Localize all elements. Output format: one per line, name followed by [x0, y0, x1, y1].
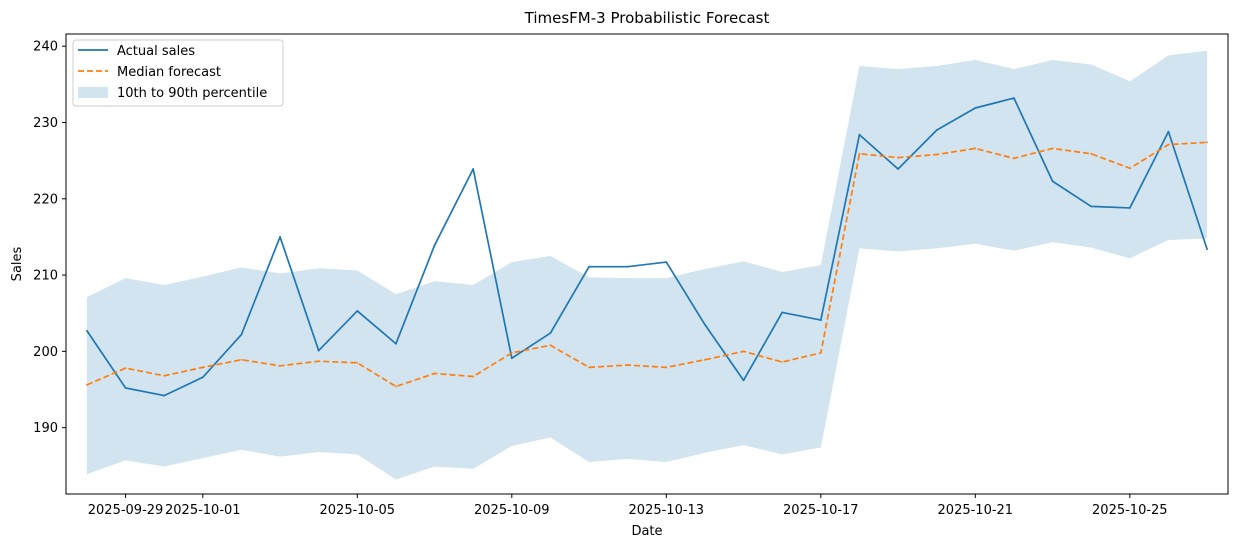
- plot-frame: [65, 33, 1229, 495]
- x-tick-label: 2025-10-25: [1092, 503, 1168, 518]
- chart-title: TimesFM-3 Probabilistic Forecast: [524, 9, 770, 27]
- actual-sales-point: [626, 265, 629, 268]
- actual-sales-point: [124, 387, 127, 389]
- median-forecast-point: [201, 366, 204, 369]
- median-forecast-point: [1051, 147, 1054, 150]
- median-forecast-point: [1128, 167, 1131, 170]
- actual-sales-point: [317, 349, 320, 352]
- legend: Actual sales Median forecast 10th to 90t…: [72, 39, 284, 107]
- actual-sales-line: [86, 97, 1208, 397]
- median-forecast-line: [86, 141, 1208, 388]
- percentile-band: [86, 50, 1208, 480]
- median-forecast-point: [1090, 152, 1093, 155]
- median-forecast-point: [935, 153, 938, 156]
- median-forecast-point: [1013, 157, 1015, 160]
- median-forecast-point: [317, 360, 320, 363]
- actual-sales-point: [1090, 205, 1093, 208]
- legend-actual-label: Actual sales: [117, 44, 195, 59]
- x-tick-label: 2025-10-21: [938, 503, 1014, 518]
- x-tick-label: 2025-10-13: [629, 503, 705, 518]
- legend-band-swatch: [78, 87, 108, 98]
- median-forecast-point: [781, 361, 784, 363]
- actual-sales-point: [356, 310, 359, 312]
- median-forecast-point: [858, 152, 861, 155]
- median-forecast-point: [626, 364, 629, 366]
- median-forecast-point: [742, 350, 745, 353]
- actual-sales-point: [240, 333, 243, 336]
- median-forecast-point: [356, 361, 359, 364]
- legend-band-label: 10th to 90th percentile: [117, 86, 267, 101]
- median-forecast-point: [395, 385, 397, 388]
- actual-sales-point: [395, 342, 397, 345]
- actual-sales-point: [858, 133, 861, 136]
- median-forecast-point: [86, 384, 88, 386]
- median-forecast-point: [472, 375, 475, 378]
- actual-sales-point: [279, 236, 281, 238]
- actual-sales-point: [163, 394, 166, 397]
- median-forecast-point: [819, 351, 822, 354]
- actual-sales-point: [974, 107, 977, 109]
- median-forecast-point: [704, 358, 706, 361]
- actual-sales-point: [1128, 207, 1131, 209]
- actual-sales-point: [935, 129, 938, 132]
- legend-box: [72, 39, 284, 107]
- x-tick-label: 2025-10-01: [165, 503, 241, 518]
- legend-median-label: Median forecast: [117, 65, 221, 80]
- actual-sales-point: [549, 332, 552, 334]
- x-tick-label: 2025-10-09: [474, 503, 550, 518]
- median-forecast-point: [510, 351, 513, 354]
- actual-sales-point: [1051, 180, 1054, 183]
- median-forecast-point: [433, 372, 436, 375]
- y-axis-label: Sales: [10, 246, 25, 281]
- x-axis: 2025-09-29 2025-10-01 2025-10-05 2025-10-09…: [88, 494, 1168, 518]
- median-forecast-point: [665, 366, 668, 369]
- actual-sales-point: [897, 168, 899, 170]
- y-axis: 190 200 210 220 230 240: [33, 40, 66, 436]
- median-forecast-point: [163, 374, 166, 377]
- x-tick-label: 2025-10-17: [783, 503, 859, 518]
- actual-sales-point: [472, 168, 475, 170]
- actual-sales-point: [1206, 248, 1208, 251]
- actual-sales-point: [433, 244, 436, 247]
- actual-sales-point: [742, 379, 745, 382]
- actual-sales-point: [781, 311, 784, 314]
- percentile-band-layer: [86, 50, 1208, 480]
- median-forecast-point: [1167, 143, 1170, 146]
- y-tick-label: 230: [33, 116, 58, 131]
- x-tick-label: 2025-10-05: [320, 503, 396, 518]
- actual-sales-point: [704, 323, 706, 326]
- series-layer: [86, 97, 1208, 397]
- actual-sales-point: [1013, 97, 1015, 99]
- median-forecast-point: [588, 366, 590, 369]
- x-tick-label: 2025-09-29: [88, 503, 164, 518]
- median-forecast-point: [549, 344, 552, 347]
- median-forecast-point: [974, 147, 977, 150]
- actual-sales-point: [665, 261, 668, 263]
- x-axis-label: Date: [631, 524, 662, 539]
- median-forecast-point: [279, 364, 281, 367]
- y-tick-label: 210: [33, 269, 58, 284]
- y-tick-label: 240: [33, 40, 58, 55]
- actual-sales-point: [588, 265, 590, 268]
- median-forecast-point: [240, 358, 243, 361]
- actual-sales-point: [1167, 130, 1170, 133]
- actual-sales-point: [819, 319, 822, 321]
- y-tick-label: 200: [33, 345, 58, 360]
- median-forecast-point: [1206, 141, 1208, 144]
- actual-sales-point: [201, 376, 204, 379]
- y-tick-label: 220: [33, 192, 58, 207]
- actual-sales-point: [86, 329, 88, 332]
- median-forecast-point: [897, 156, 899, 159]
- actual-sales-point: [510, 357, 513, 360]
- y-tick-label: 190: [33, 421, 58, 436]
- median-forecast-point: [124, 367, 127, 370]
